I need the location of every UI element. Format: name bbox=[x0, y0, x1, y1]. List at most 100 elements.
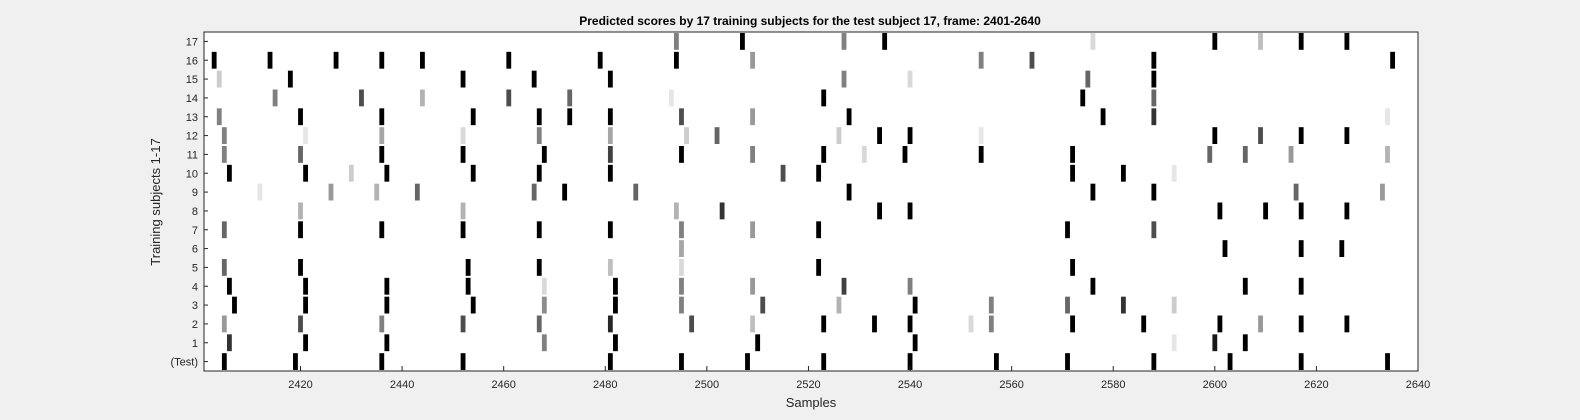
heatmap-cell bbox=[303, 334, 309, 352]
y-tick-label: 10 bbox=[186, 168, 198, 180]
heatmap-cell bbox=[978, 127, 984, 144]
heatmap-cell bbox=[221, 259, 227, 276]
heatmap-cell bbox=[841, 70, 847, 88]
heatmap-cell bbox=[780, 164, 786, 182]
heatmap-cell bbox=[907, 127, 913, 144]
y-tick-label: 9 bbox=[192, 187, 198, 199]
heatmap-cell bbox=[1151, 183, 1157, 201]
heatmap-cell bbox=[750, 221, 755, 239]
heatmap-cell bbox=[303, 164, 309, 182]
heatmap-cell bbox=[1029, 51, 1035, 69]
heatmap-cell bbox=[607, 221, 613, 239]
heatmap-cell bbox=[1151, 51, 1157, 69]
heatmap-cell bbox=[836, 296, 842, 314]
heatmap-cell bbox=[607, 127, 613, 144]
heatmap-cell bbox=[216, 108, 222, 126]
heatmap-cell bbox=[607, 70, 613, 88]
heatmap-cell bbox=[1298, 315, 1304, 333]
heatmap-cell bbox=[460, 221, 466, 239]
x-tick-label: 2440 bbox=[390, 379, 414, 391]
heatmap-cell bbox=[379, 353, 385, 370]
heatmap-cell bbox=[379, 127, 385, 144]
heatmap-cell bbox=[1090, 33, 1096, 50]
x-axis-label: Samples bbox=[786, 395, 837, 410]
heatmap-cell bbox=[1344, 315, 1350, 333]
heatmap-cell bbox=[668, 89, 674, 107]
heatmap-cell bbox=[1293, 183, 1299, 201]
heatmap-cell bbox=[679, 277, 684, 295]
heatmap-cell bbox=[1258, 127, 1263, 144]
heatmap-cell bbox=[379, 146, 385, 163]
heatmap-cell bbox=[1263, 202, 1269, 220]
y-tick-label: 3 bbox=[192, 300, 198, 312]
y-tick-label: 4 bbox=[192, 281, 198, 293]
heatmap-cell bbox=[836, 127, 842, 144]
heatmap-cell bbox=[988, 315, 994, 333]
heatmap-cell bbox=[460, 202, 466, 220]
heatmap-cell bbox=[1085, 70, 1091, 88]
heatmap-cell bbox=[679, 353, 684, 370]
heatmap-cell bbox=[1151, 221, 1157, 239]
x-tick-label: 2620 bbox=[1304, 379, 1328, 391]
heatmap-cell bbox=[298, 202, 303, 220]
heatmap-cell bbox=[298, 259, 303, 276]
y-tick-label: (Test) bbox=[171, 357, 199, 369]
heatmap-cell bbox=[1298, 353, 1304, 370]
heatmap-cell bbox=[541, 334, 547, 352]
heatmap-cell bbox=[465, 277, 471, 295]
heatmap-cell bbox=[506, 51, 512, 69]
heatmap-cell bbox=[1242, 334, 1248, 352]
heatmap-cell bbox=[679, 146, 684, 163]
heatmap-cell bbox=[460, 315, 466, 333]
heatmap-cell bbox=[846, 108, 852, 126]
heatmap-cell bbox=[816, 221, 822, 239]
x-tick-label: 2600 bbox=[1203, 379, 1227, 391]
y-tick-label: 5 bbox=[192, 262, 198, 274]
heatmap-cell bbox=[531, 70, 537, 88]
heatmap-cell bbox=[841, 33, 847, 50]
heatmap-cell bbox=[221, 146, 227, 163]
heatmap-cell bbox=[216, 70, 222, 88]
heatmap-cell bbox=[673, 33, 679, 50]
heatmap-cell bbox=[882, 33, 888, 50]
heatmap-cell bbox=[1288, 146, 1294, 163]
heatmap-cell bbox=[679, 240, 684, 257]
heatmap-cell bbox=[470, 164, 476, 182]
heatmap-cell bbox=[536, 315, 542, 333]
heatmap-cell bbox=[1151, 70, 1157, 88]
heatmap-cell bbox=[333, 51, 339, 69]
heatmap-cell bbox=[607, 259, 613, 276]
heatmap-cell bbox=[567, 89, 573, 107]
heatmap-cell bbox=[293, 353, 298, 370]
heatmap-cell bbox=[460, 146, 466, 163]
heatmap-cell bbox=[750, 277, 755, 295]
heatmap-cell bbox=[1339, 240, 1345, 257]
heatmap-cell bbox=[536, 164, 542, 182]
heatmap-cell bbox=[374, 183, 380, 201]
heatmap-cell bbox=[359, 89, 364, 107]
heatmap-cell bbox=[755, 334, 761, 352]
heatmap-cell bbox=[1120, 296, 1126, 314]
x-tick-label: 2420 bbox=[288, 379, 312, 391]
heatmap-cell bbox=[1298, 277, 1304, 295]
heatmap-cell bbox=[613, 334, 618, 352]
heatmap-cell bbox=[536, 127, 542, 144]
heatmap-cell bbox=[1070, 315, 1076, 333]
heatmap-cell bbox=[684, 127, 689, 144]
heatmap-cell bbox=[907, 277, 913, 295]
heatmap-cell bbox=[1171, 164, 1177, 182]
heatmap-cell bbox=[902, 146, 908, 163]
heatmap-cell bbox=[562, 183, 568, 201]
heatmap-cell bbox=[907, 315, 913, 333]
heatmap-cell bbox=[1100, 108, 1106, 126]
heatmap-cell bbox=[1141, 315, 1147, 333]
heatmap-cell bbox=[384, 334, 390, 352]
heatmap-cell bbox=[536, 259, 542, 276]
heatmap-cell bbox=[613, 277, 618, 295]
y-tick-label: 6 bbox=[192, 244, 198, 256]
heatmap-cell bbox=[750, 146, 755, 163]
heatmap-cell bbox=[912, 334, 918, 352]
heatmap-cell bbox=[420, 51, 425, 69]
heatmap-cell bbox=[384, 164, 390, 182]
